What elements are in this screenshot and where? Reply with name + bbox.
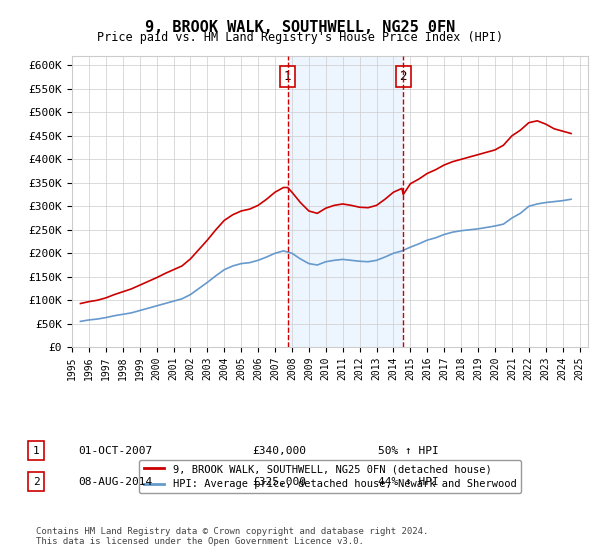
Text: £340,000: £340,000: [252, 446, 306, 456]
Text: 01-OCT-2007: 01-OCT-2007: [78, 446, 152, 456]
Text: Price paid vs. HM Land Registry's House Price Index (HPI): Price paid vs. HM Land Registry's House …: [97, 31, 503, 44]
Bar: [288, 56, 403, 347]
Legend: 9, BROOK WALK, SOUTHWELL, NG25 0FN (detached house), HPI: Average price, detache: 9, BROOK WALK, SOUTHWELL, NG25 0FN (deta…: [139, 460, 521, 493]
Text: 2: 2: [400, 70, 407, 83]
Text: 44% ↑ HPI: 44% ↑ HPI: [378, 477, 439, 487]
Text: 08-AUG-2014: 08-AUG-2014: [78, 477, 152, 487]
Text: Contains HM Land Registry data © Crown copyright and database right 2024.
This d: Contains HM Land Registry data © Crown c…: [36, 526, 428, 546]
Text: 1: 1: [32, 446, 40, 456]
Text: 9, BROOK WALK, SOUTHWELL, NG25 0FN: 9, BROOK WALK, SOUTHWELL, NG25 0FN: [145, 20, 455, 35]
Text: 1: 1: [284, 70, 292, 83]
Text: 2: 2: [32, 477, 40, 487]
Text: 50% ↑ HPI: 50% ↑ HPI: [378, 446, 439, 456]
Text: £325,000: £325,000: [252, 477, 306, 487]
